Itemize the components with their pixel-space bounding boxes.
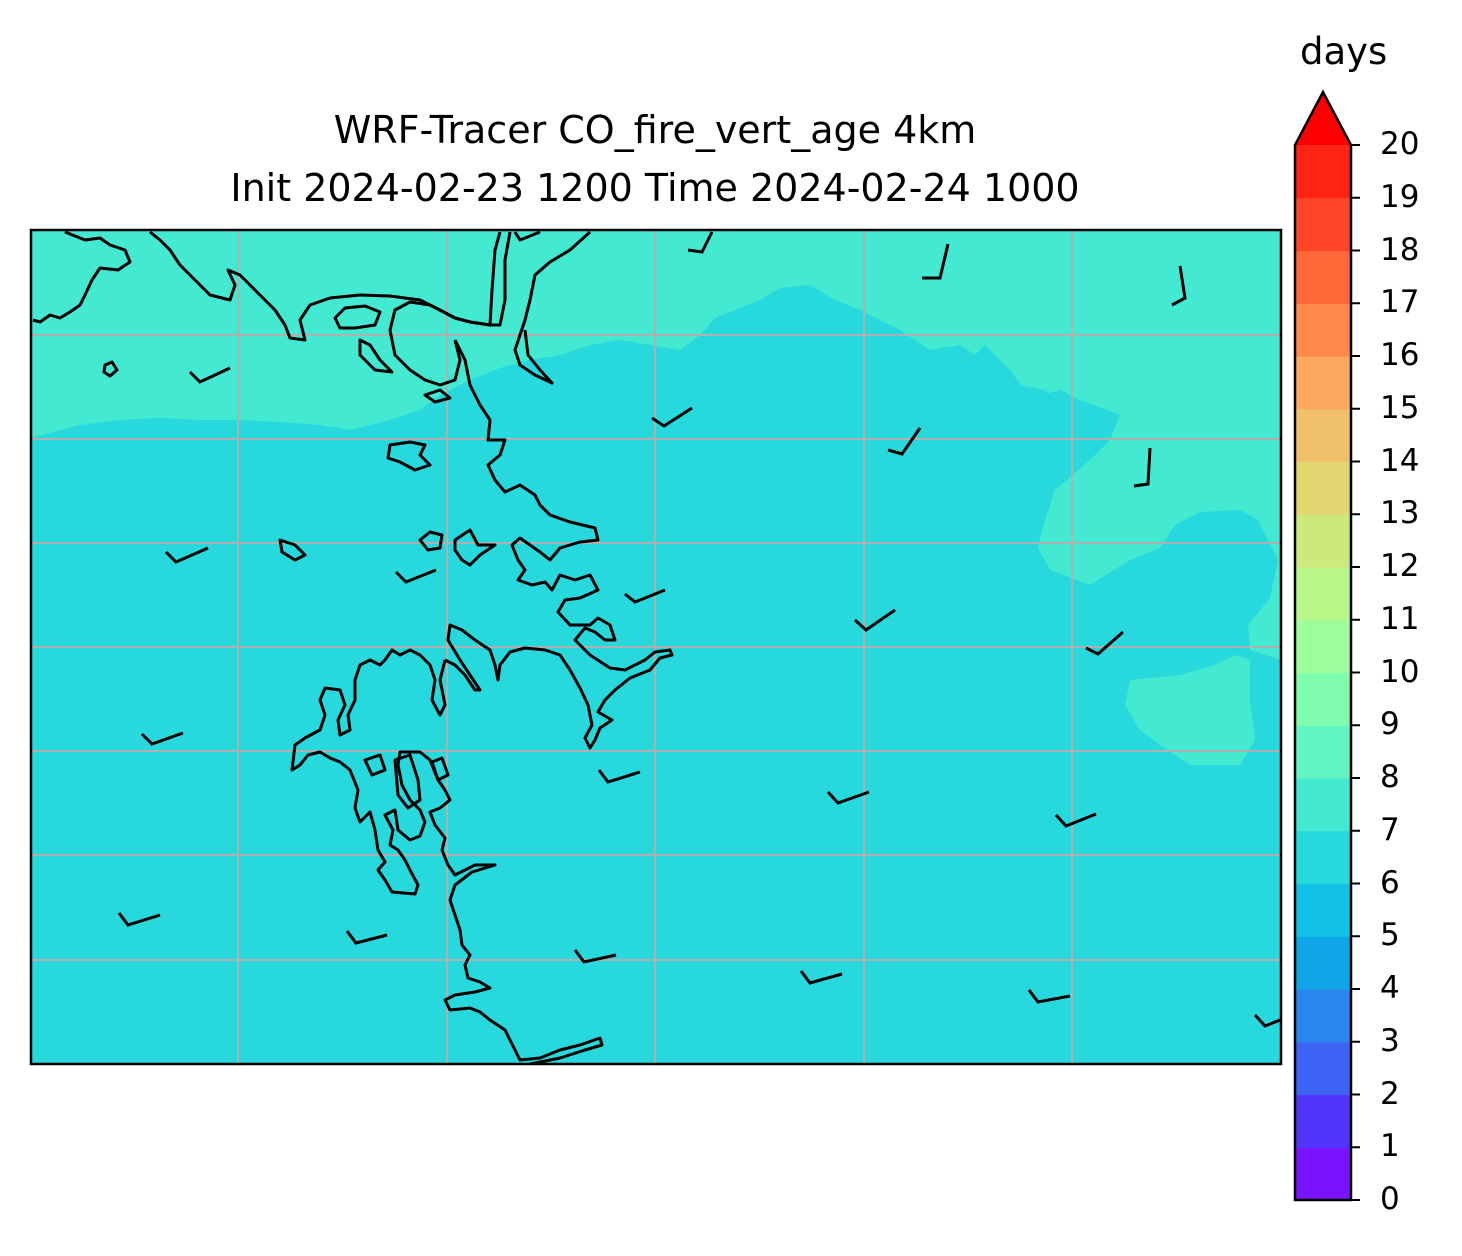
colorbar-tick-label: 16 [1380,337,1420,373]
colorbar-segment [1295,145,1351,199]
colorbar-segment [1295,461,1351,515]
colorbar-segment [1295,1147,1351,1201]
island [418,530,444,552]
contour-region-6-7-patch [1000,385,1055,425]
map-frame [29,228,1283,1066]
coastline-southwest [290,648,604,1064]
wind-barb [164,546,209,564]
island [430,756,450,782]
colorbar-segment [1295,989,1351,1043]
island [393,753,422,810]
colorbar-segment [1295,250,1351,304]
colorbar-segment [1295,303,1351,357]
wind-barb [597,769,641,784]
colorbar-extend-arrow [1295,92,1351,145]
map-gridlines [31,230,1281,1064]
colorbar-tick-label: 6 [1380,864,1400,901]
colorbar-segment [1295,514,1351,568]
colorbar-tick-label: 0 [1380,1181,1400,1217]
colorbar-tick-label: 8 [1380,759,1400,795]
coastline-bay-west [388,231,512,387]
colorbar-tick-label: 13 [1380,495,1420,532]
wind-barb [140,731,184,746]
wind-barb [651,406,693,428]
coastline-north [149,230,491,342]
colorbar-segment [1295,197,1351,252]
colorbar-segment [1295,778,1351,832]
wind-barb [799,970,843,985]
colorbar-segment [1295,725,1351,779]
colorbar-tick-label: 7 [1380,811,1400,848]
colorbar-tick-label: 9 [1380,706,1400,743]
coastline-peninsula [444,339,674,750]
wind-barb [826,790,870,805]
colorbar-segment [1295,672,1351,726]
wind-barb [345,930,388,945]
wind-barb [853,608,896,632]
colorbar-tick-label: 14 [1380,442,1420,479]
colorbar-segment [1295,567,1351,621]
colorbar-outline [1293,89,1353,1202]
wind-barbs [117,231,1281,1028]
wind-barb [1133,447,1152,488]
colorbar-unit-label: days [1300,30,1388,73]
wind-barb [394,568,437,584]
colorbar-segment [1295,883,1351,937]
coastline-northwest [32,230,132,324]
map-panel [31,230,1281,1064]
colorbar-segment [1295,408,1351,463]
colorbar-tick-label: 3 [1380,1022,1400,1059]
island [386,440,432,472]
contour-region-7-8 [31,230,1281,660]
wind-barb [1253,1013,1281,1028]
colorbar-tick-label: 20 [1380,126,1420,162]
island [358,338,394,374]
map-title-line-2: Init 2024-02-23 1200 Time 2024-02-24 100… [230,166,1080,210]
island [102,360,119,378]
colorbar-tick-label: 19 [1380,178,1420,215]
colorbar-segment [1295,619,1351,674]
island [363,753,387,777]
wind-barb [1054,812,1097,828]
wind-barb [1171,265,1187,307]
colorbar-tick-label: 12 [1380,548,1420,584]
wind-barb [188,366,231,384]
colorbar-segment [1295,830,1351,885]
colorbar-tick-label: 15 [1380,389,1420,426]
colorbar-tick-label: 2 [1380,1075,1400,1112]
wind-barb [573,949,617,964]
colorbar-tick-label: 5 [1380,917,1400,954]
wind-barb [887,427,922,456]
colorbar-tick-label: 1 [1380,1128,1400,1165]
wind-barb [1027,989,1071,1004]
colorbar-tick-label: 4 [1380,970,1400,1006]
coastline-bay [488,230,592,385]
colorbar-segment [1295,1041,1351,1096]
map-title-line-1: WRF-Tracer CO_fire_vert_age 4km [333,108,977,152]
wind-barb [117,912,161,927]
island [453,528,497,567]
wind-barb [922,243,950,280]
island [333,304,382,330]
wind-barb [624,588,666,604]
island [278,538,307,562]
colorbar-segment [1295,936,1351,990]
colorbar-tick-label: 10 [1380,653,1420,690]
colorbar-tick-label: 17 [1380,284,1420,321]
coastlines [32,230,674,1064]
colorbar-tick-label: 11 [1380,600,1420,637]
colorbar [1293,89,1360,1202]
colorbar-segment [1295,1094,1351,1148]
island [423,388,452,404]
contour-region-7-8-east [1125,655,1255,765]
wind-barb [1085,630,1124,656]
colorbar-tick-label: 18 [1380,231,1420,268]
wind-barb [687,231,714,254]
colorbar-segment [1295,356,1351,410]
